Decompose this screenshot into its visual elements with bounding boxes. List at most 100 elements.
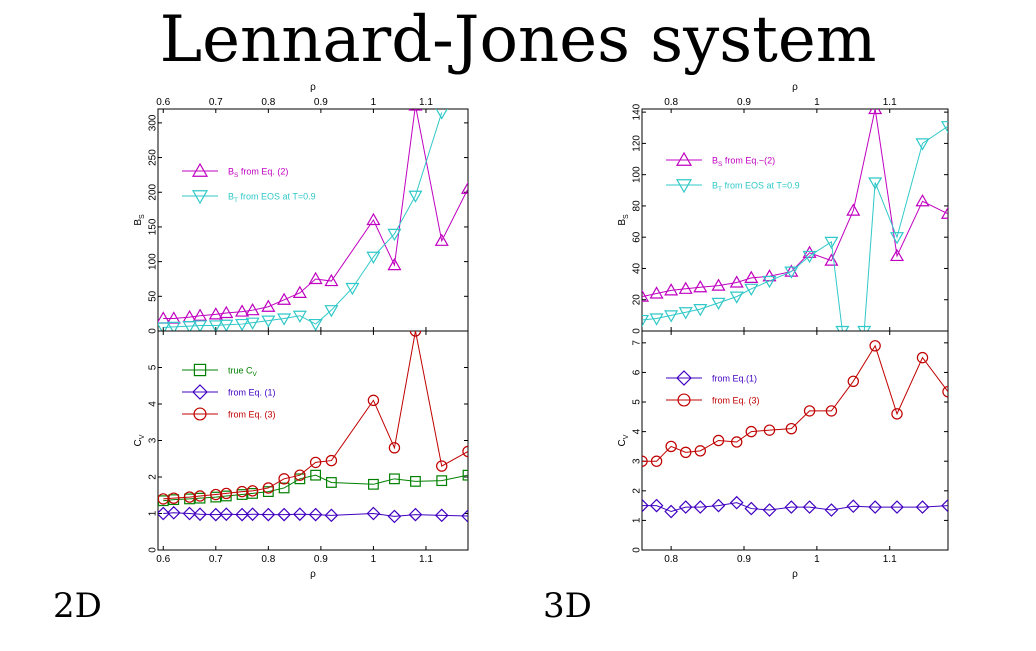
y-tick-label: 120	[632, 135, 643, 152]
data-point	[325, 454, 338, 467]
legend-label: from Eq. (3)	[712, 396, 760, 406]
data-point	[803, 405, 816, 417]
data-point	[408, 109, 423, 111]
legend-marker	[675, 179, 693, 194]
data-point	[310, 469, 322, 481]
panel-label-3d: 3D	[543, 586, 592, 626]
data-point	[166, 321, 181, 331]
data-point	[678, 281, 693, 294]
y-tick-label: 0	[632, 547, 643, 553]
y-tick-label: 5	[148, 364, 159, 370]
data-point	[261, 315, 276, 328]
x-tick-label: 1	[371, 554, 377, 565]
data-point	[942, 385, 948, 398]
x-tick-label: 0.9	[314, 97, 328, 108]
panel-3D-top: 0.8 0.9 1 1.1 ρ 0 20 40 60 80 100 120 140 BS BS from E…	[617, 82, 949, 334]
data-point	[158, 322, 171, 331]
x-axis-label: ρ	[310, 569, 316, 580]
data-point	[711, 297, 726, 311]
data-point	[869, 340, 881, 352]
data-point	[367, 394, 380, 407]
series-group	[642, 340, 948, 519]
data-point	[744, 270, 759, 283]
legend-marker	[676, 370, 692, 386]
y-tick-label: 2	[148, 474, 159, 480]
data-point	[219, 319, 234, 331]
legend-marker	[192, 384, 208, 400]
series-group	[158, 109, 468, 331]
y-tick-label: 60	[632, 231, 643, 243]
data-point	[262, 482, 275, 494]
data-point	[649, 313, 664, 326]
data-point	[785, 422, 798, 435]
data-point	[261, 299, 276, 312]
x-axis-label: ρ	[792, 569, 798, 580]
legend-label: true CV	[228, 366, 258, 379]
y-tick-label: 6	[632, 369, 643, 375]
series-line	[642, 344, 948, 462]
data-point	[434, 233, 449, 246]
data-point	[847, 375, 859, 388]
x-tick-label: 0.8	[664, 97, 678, 108]
series-line	[163, 474, 468, 502]
data-point	[678, 307, 693, 320]
data-point	[261, 507, 276, 522]
data-point	[308, 507, 323, 522]
data-point	[434, 508, 449, 523]
data-point	[245, 507, 260, 522]
data-point	[408, 507, 423, 522]
y-tick-label: 150	[148, 218, 159, 235]
data-point	[408, 190, 423, 203]
data-point	[745, 425, 757, 438]
y-tick-label: 1	[148, 510, 159, 516]
data-point	[889, 248, 905, 262]
plot-frame	[157, 108, 469, 332]
data-point	[889, 232, 905, 245]
data-point	[166, 505, 181, 520]
x-tick-label: 1	[814, 554, 820, 565]
data-point	[461, 509, 468, 523]
series-line	[163, 109, 468, 320]
y-tick-label: 50	[148, 290, 159, 302]
data-point	[802, 250, 817, 264]
data-point	[182, 321, 197, 331]
data-point	[678, 500, 693, 514]
data-point	[182, 506, 197, 521]
y-tick-label: 7	[632, 340, 643, 346]
data-point	[277, 507, 291, 522]
data-point	[324, 508, 339, 523]
data-point	[915, 194, 930, 207]
y-tick-label: 4	[632, 428, 643, 434]
x-tick-label: 1	[814, 97, 820, 108]
data-point	[763, 424, 776, 436]
y-tick-label: 4	[148, 401, 159, 407]
data-point	[436, 475, 448, 487]
data-point	[436, 460, 448, 472]
data-point	[278, 482, 290, 494]
legend-label: from Eq. (1)	[228, 388, 276, 398]
data-point	[208, 307, 223, 320]
x-tick-label: 1.1	[883, 554, 897, 565]
data-point	[664, 283, 679, 296]
y-axis-label: BS	[133, 214, 146, 226]
y-tick-label: 250	[148, 149, 159, 166]
y-tick-label: 40	[632, 262, 643, 274]
data-point	[294, 469, 306, 481]
data-point	[744, 501, 759, 516]
y-axis-label: CV	[133, 434, 146, 446]
data-point	[309, 456, 322, 469]
data-point	[650, 455, 663, 467]
panel-label-2d: 2D	[53, 586, 102, 626]
legend-label: from Eq. (3)	[228, 410, 276, 420]
data-point	[219, 507, 234, 522]
x-tick-label: 0.6	[156, 554, 170, 565]
data-point	[891, 408, 903, 420]
y-tick-label: 100	[632, 166, 643, 183]
legend-marker	[677, 393, 691, 407]
x-tick-label: 0.7	[209, 554, 223, 565]
legend-marker	[193, 363, 207, 377]
data-point	[835, 325, 850, 331]
data-point	[366, 251, 381, 264]
data-point	[235, 318, 250, 331]
